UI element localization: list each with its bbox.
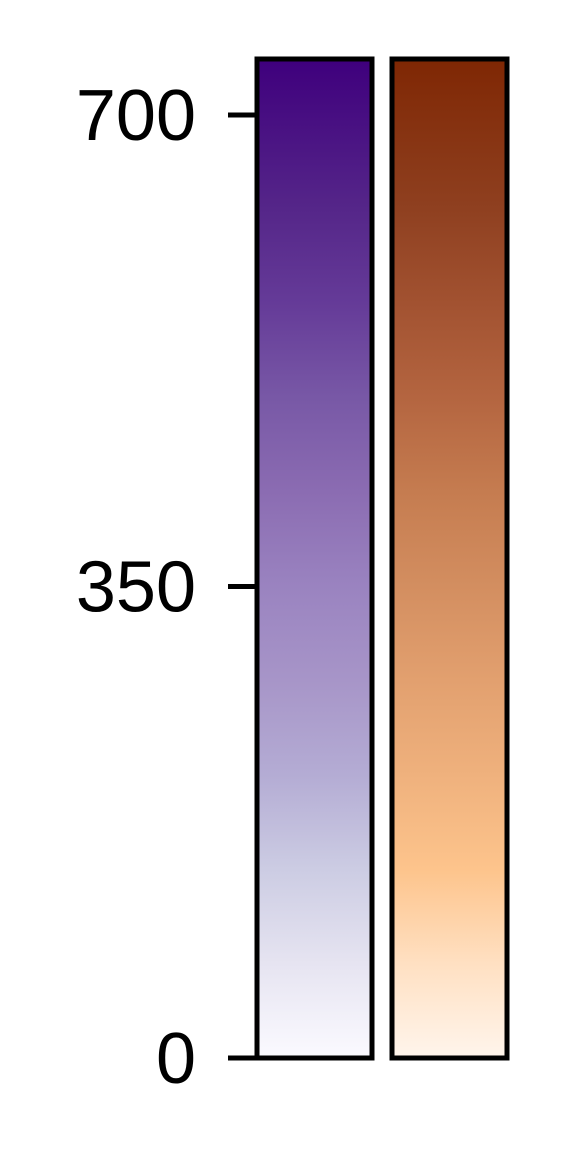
colorbars <box>254 56 510 1061</box>
colorbar-oranges <box>389 56 510 1061</box>
y-axis: 0 350 700 <box>76 76 257 1099</box>
y-tick-label: 0 <box>156 1019 196 1099</box>
colorbar-purples <box>254 56 375 1061</box>
y-tick-label: 700 <box>76 76 196 156</box>
y-tick-label: 350 <box>76 548 196 628</box>
